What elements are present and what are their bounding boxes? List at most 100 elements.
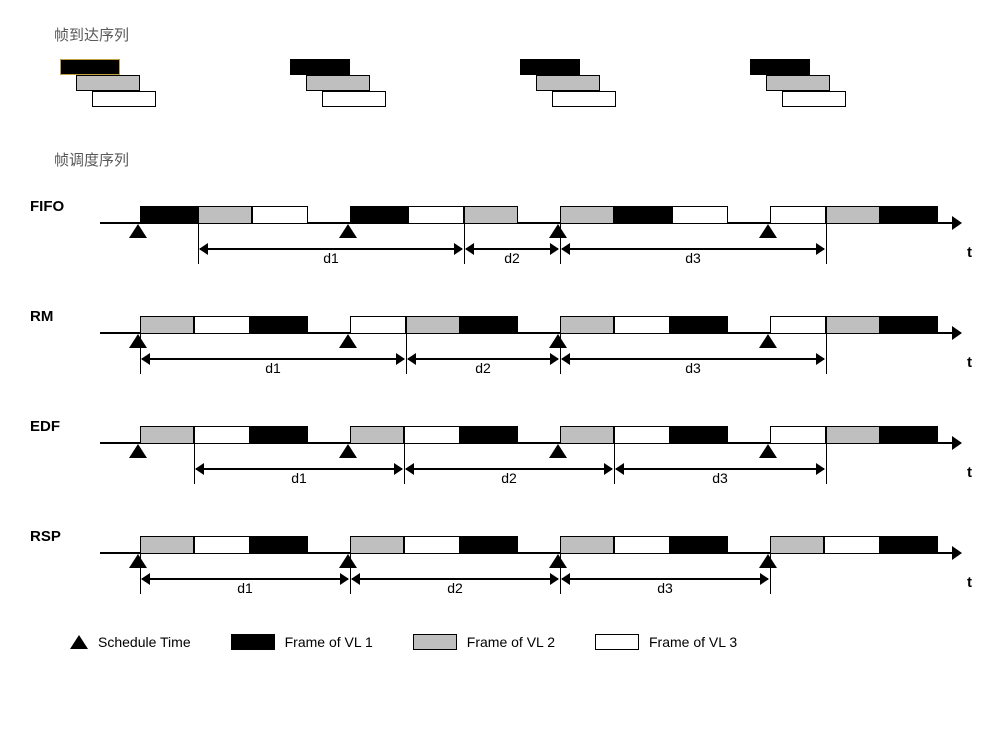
legend-schedule-time: Schedule Time [70,634,191,650]
legend: Schedule Time Frame of VL 1 Frame of VL … [70,634,970,650]
row-rm: RMtd1d2d3 [30,294,970,394]
frame-grey [140,316,194,334]
schedule-marker-icon [549,334,567,348]
dim-arrow-right-icon [550,243,559,255]
axis-arrow-icon [952,546,962,560]
frame-black [140,206,198,224]
track: d1d2d3 [100,524,960,554]
schedule-marker-icon [339,554,357,568]
timeline-rows: FIFOtd1d2d3RMtd1d2d3EDFtd1d2d3RSPtd1d2d3 [30,184,970,614]
legend-label: Frame of VL 2 [467,634,555,650]
dim-arrow-right-icon [816,243,825,255]
frame-black [670,316,728,334]
frame-grey [140,426,194,444]
dim-arrow-right-icon [550,573,559,585]
frame-black [460,536,518,554]
frame-white [350,316,406,334]
axis-label: t [967,244,972,261]
frame-white [672,206,728,224]
axis-label: t [967,574,972,591]
arrival-black-frame [750,59,810,75]
row-label: RSP [30,528,61,545]
dim-label: d2 [497,470,521,486]
dim-arrow-left-icon [561,573,570,585]
schedule-marker-icon [339,444,357,458]
schedule-marker-icon [129,334,147,348]
dim-arrow-right-icon [340,573,349,585]
arrival-white-frame [782,91,846,107]
schedule-marker-icon [549,444,567,458]
frame-black [250,316,308,334]
schedule-marker-icon [759,554,777,568]
schedule-marker-icon [549,554,567,568]
dim-label: d2 [471,360,495,376]
frame-white [824,536,880,554]
frame-white [252,206,308,224]
black-box-icon [231,634,275,650]
dim-arrow-left-icon [141,353,150,365]
frame-grey [560,316,614,334]
schedule-marker-icon [129,444,147,458]
track: d1d2d3 [100,414,960,444]
frame-grey [826,426,880,444]
frame-grey [406,316,460,334]
dim-label: d2 [443,580,467,596]
row-edf: EDF t d1d2d3 [30,404,970,504]
legend-vl3: Frame of VL 3 [595,634,737,650]
arrival-white-frame [552,91,616,107]
frame-white [194,316,250,334]
schedule-marker-icon [129,554,147,568]
frame-black [350,206,408,224]
legend-vl2: Frame of VL 2 [413,634,555,650]
dim-label: d3 [653,580,677,596]
dim-tick [826,444,827,484]
schedule-marker-icon [759,334,777,348]
frame-white [194,536,250,554]
arrival-grey-frame [306,75,370,91]
frame-white [770,426,826,444]
frame-white [770,316,826,334]
frame-black [614,206,672,224]
legend-vl1: Frame of VL 1 [231,634,373,650]
arrival-grey-frame [76,75,140,91]
legend-label: Frame of VL 3 [649,634,737,650]
dim-tick [826,334,827,374]
frame-white [194,426,250,444]
frame-black [670,536,728,554]
dim-arrow-left-icon [407,353,416,365]
dim-arrow-left-icon [351,573,360,585]
frame-white [614,426,670,444]
axis-label: t [967,464,972,481]
schedule-heading: 帧调度序列 [54,149,970,170]
dim-label: d1 [233,580,257,596]
arrival-area [60,59,970,139]
arrival-black-frame [60,59,120,75]
frame-white [404,426,460,444]
dim-arrow-left-icon [195,463,204,475]
frame-black [880,316,938,334]
dim-arrow-right-icon [816,353,825,365]
dim-arrow-right-icon [816,463,825,475]
schedule-marker-icon [339,334,357,348]
frame-grey [560,426,614,444]
frame-grey [560,536,614,554]
schedule-marker-icon [129,224,147,238]
dim-arrow-right-icon [550,353,559,365]
white-box-icon [595,634,639,650]
row-label: EDF [30,418,60,435]
row-label: RM [30,308,53,325]
dim-arrow-right-icon [394,463,403,475]
grey-box-icon [413,634,457,650]
track: d1d2d3 [100,304,960,334]
dim-arrow-left-icon [141,573,150,585]
arrival-grey-frame [766,75,830,91]
arrival-white-frame [92,91,156,107]
dim-arrow-right-icon [760,573,769,585]
dim-label: d2 [500,250,524,266]
frame-grey [464,206,518,224]
legend-label: Schedule Time [98,634,191,650]
frame-black [460,316,518,334]
dim-label: d3 [681,250,705,266]
arrival-grey-frame [536,75,600,91]
dim-arrow-left-icon [199,243,208,255]
